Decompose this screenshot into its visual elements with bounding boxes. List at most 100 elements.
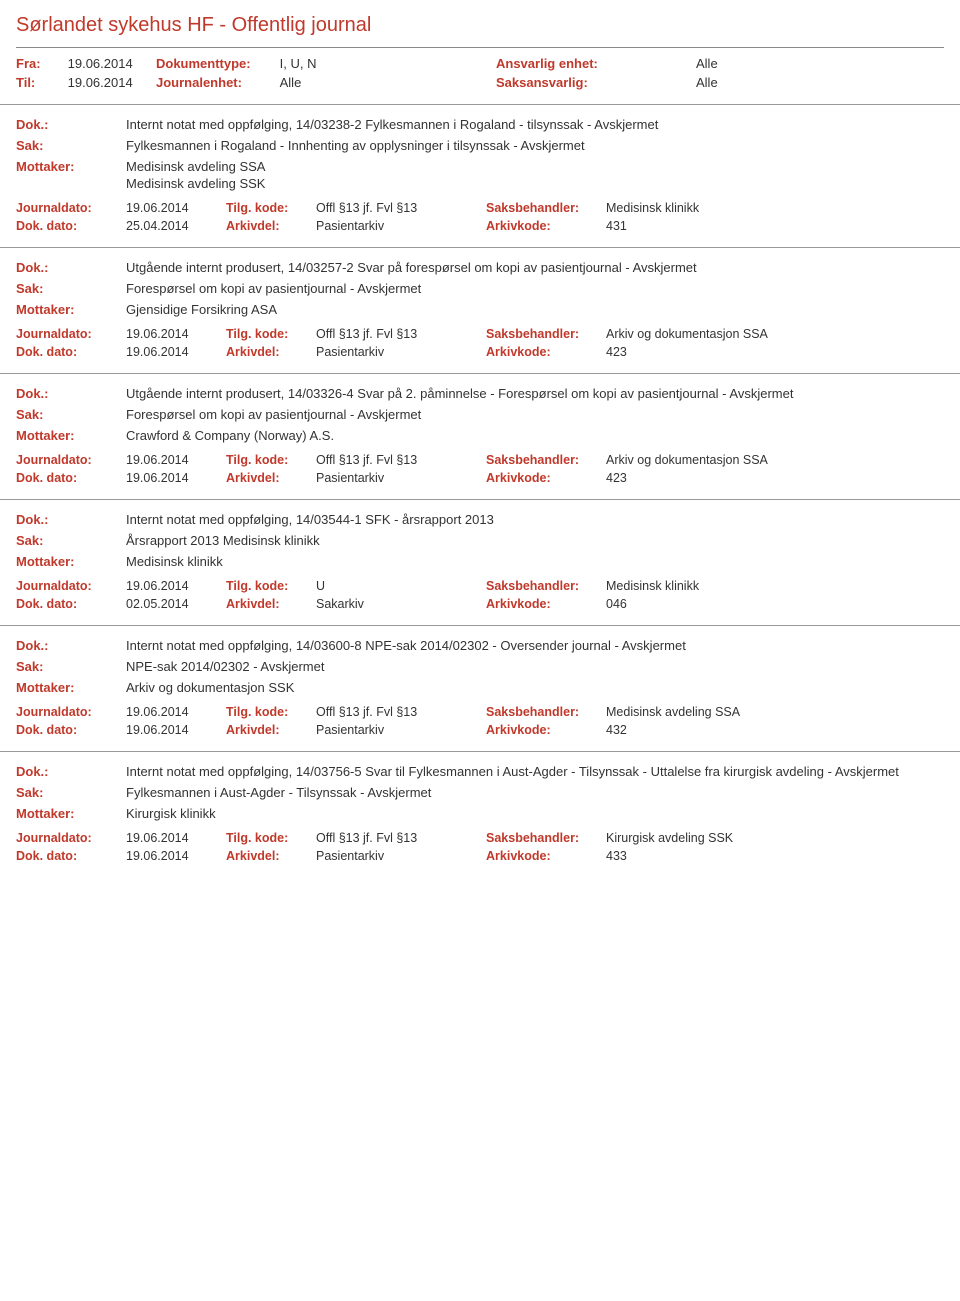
tilgkode-label: Tilg. kode: <box>226 579 316 593</box>
mottaker-line: Medisinsk klinikk <box>126 554 944 569</box>
dokumenttype-value: I, U, N <box>280 56 317 71</box>
arkivkode-label: Arkivkode: <box>486 597 606 611</box>
arkivkode-label: Arkivkode: <box>486 723 606 737</box>
arkivdel-label: Arkivdel: <box>226 597 316 611</box>
mottaker-value: Medisinsk avdeling SSAMedisinsk avdeling… <box>126 159 944 193</box>
dok-label: Dok.: <box>16 386 126 401</box>
arkivdel-value: Pasientarkiv <box>316 723 486 737</box>
header-meta: Fra: 19.06.2014 Dokumenttype: I, U, N An… <box>16 56 944 94</box>
saksbehandler-value: Medisinsk klinikk <box>606 201 944 215</box>
arkivdel-label: Arkivdel: <box>226 345 316 359</box>
arkivdel-label: Arkivdel: <box>226 471 316 485</box>
arkivdel-value: Pasientarkiv <box>316 219 486 233</box>
mottaker-value: Crawford & Company (Norway) A.S. <box>126 428 944 445</box>
saksbehandler-label: Saksbehandler: <box>486 201 606 215</box>
journaldato-value: 19.06.2014 <box>126 201 226 215</box>
saksansvarlig-label: Saksansvarlig: <box>496 75 616 90</box>
saksansvarlig-value: Alle <box>696 75 718 90</box>
fra-value: 19.06.2014 <box>68 56 133 71</box>
dok-label: Dok.: <box>16 764 126 779</box>
sak-label: Sak: <box>16 785 126 800</box>
tilgkode-value: Offl §13 jf. Fvl §13 <box>316 327 486 341</box>
mottaker-line: Arkiv og dokumentasjon SSK <box>126 680 944 695</box>
mottaker-label: Mottaker: <box>16 302 126 317</box>
tilgkode-label: Tilg. kode: <box>226 705 316 719</box>
dok-label: Dok.: <box>16 638 126 653</box>
dokdato-label: Dok. dato: <box>16 597 126 611</box>
arkivdel-value: Pasientarkiv <box>316 849 486 863</box>
mottaker-value: Kirurgisk klinikk <box>126 806 944 823</box>
sak-label: Sak: <box>16 659 126 674</box>
tilgkode-value: Offl §13 jf. Fvl §13 <box>316 201 486 215</box>
journaldato-value: 19.06.2014 <box>126 453 226 467</box>
entries-list: Dok.:Internt notat med oppfølging, 14/03… <box>0 104 960 877</box>
sak-value: Fylkesmannen i Aust-Agder - Tilsynssak -… <box>126 785 944 800</box>
sak-label: Sak: <box>16 533 126 548</box>
mottaker-line: Gjensidige Forsikring ASA <box>126 302 944 317</box>
dok-value: Utgående internt produsert, 14/03326-4 S… <box>126 386 944 401</box>
arkivkode-value: 046 <box>606 597 944 611</box>
dokdato-label: Dok. dato: <box>16 345 126 359</box>
fra-label: Fra: <box>16 56 64 71</box>
mottaker-line: Crawford & Company (Norway) A.S. <box>126 428 944 443</box>
journaldato-label: Journaldato: <box>16 327 126 341</box>
journal-entry: Dok.:Internt notat med oppfølging, 14/03… <box>0 104 960 247</box>
mottaker-line: Medisinsk avdeling SSK <box>126 176 944 191</box>
journal-entry: Dok.:Utgående internt produsert, 14/0332… <box>0 373 960 499</box>
journaldato-label: Journaldato: <box>16 705 126 719</box>
saksbehandler-label: Saksbehandler: <box>486 579 606 593</box>
sak-value: Årsrapport 2013 Medisinsk klinikk <box>126 533 944 548</box>
sak-value: NPE-sak 2014/02302 - Avskjermet <box>126 659 944 674</box>
dokdato-value: 02.05.2014 <box>126 597 226 611</box>
sak-label: Sak: <box>16 407 126 422</box>
tilgkode-value: Offl §13 jf. Fvl §13 <box>316 831 486 845</box>
mottaker-label: Mottaker: <box>16 159 126 174</box>
tilgkode-label: Tilg. kode: <box>226 201 316 215</box>
mottaker-label: Mottaker: <box>16 554 126 569</box>
dok-label: Dok.: <box>16 260 126 275</box>
sak-label: Sak: <box>16 138 126 153</box>
sak-value: Fylkesmannen i Rogaland - Innhenting av … <box>126 138 944 153</box>
ansvarlig-value: Alle <box>696 56 718 71</box>
tilgkode-value: Offl §13 jf. Fvl §13 <box>316 705 486 719</box>
arkivdel-value: Pasientarkiv <box>316 345 486 359</box>
journal-entry: Dok.:Internt notat med oppfølging, 14/03… <box>0 625 960 751</box>
dok-label: Dok.: <box>16 117 126 132</box>
mottaker-label: Mottaker: <box>16 680 126 695</box>
journal-entry: Dok.:Internt notat med oppfølging, 14/03… <box>0 751 960 877</box>
arkivdel-label: Arkivdel: <box>226 849 316 863</box>
dokdato-label: Dok. dato: <box>16 849 126 863</box>
dok-value: Internt notat med oppfølging, 14/03756-5… <box>126 764 944 779</box>
til-value: 19.06.2014 <box>68 75 133 90</box>
dokdato-value: 25.04.2014 <box>126 219 226 233</box>
journaldato-value: 19.06.2014 <box>126 831 226 845</box>
dok-value: Utgående internt produsert, 14/03257-2 S… <box>126 260 944 275</box>
saksbehandler-label: Saksbehandler: <box>486 327 606 341</box>
mottaker-value: Medisinsk klinikk <box>126 554 944 571</box>
saksbehandler-label: Saksbehandler: <box>486 705 606 719</box>
mottaker-label: Mottaker: <box>16 806 126 821</box>
arkivkode-label: Arkivkode: <box>486 849 606 863</box>
journaldato-value: 19.06.2014 <box>126 705 226 719</box>
mottaker-value: Arkiv og dokumentasjon SSK <box>126 680 944 697</box>
page-title: Sørlandet sykehus HF - Offentlig journal <box>16 14 944 37</box>
journal-entry: Dok.:Internt notat med oppfølging, 14/03… <box>0 499 960 625</box>
journalenhet-value: Alle <box>280 75 302 90</box>
journaldato-label: Journaldato: <box>16 831 126 845</box>
journaldato-label: Journaldato: <box>16 579 126 593</box>
journaldato-label: Journaldato: <box>16 201 126 215</box>
til-label: Til: <box>16 75 64 90</box>
arkivkode-label: Arkivkode: <box>486 219 606 233</box>
saksbehandler-value: Medisinsk klinikk <box>606 579 944 593</box>
tilgkode-label: Tilg. kode: <box>226 831 316 845</box>
journal-entry: Dok.:Utgående internt produsert, 14/0325… <box>0 247 960 373</box>
dokdato-value: 19.06.2014 <box>126 471 226 485</box>
dokdato-value: 19.06.2014 <box>126 345 226 359</box>
saksbehandler-value: Kirurgisk avdeling SSK <box>606 831 944 845</box>
mottaker-line: Kirurgisk klinikk <box>126 806 944 821</box>
page-header: Sørlandet sykehus HF - Offentlig journal… <box>0 0 960 104</box>
arkivkode-value: 433 <box>606 849 944 863</box>
dokdato-label: Dok. dato: <box>16 723 126 737</box>
saksbehandler-label: Saksbehandler: <box>486 831 606 845</box>
tilgkode-label: Tilg. kode: <box>226 327 316 341</box>
